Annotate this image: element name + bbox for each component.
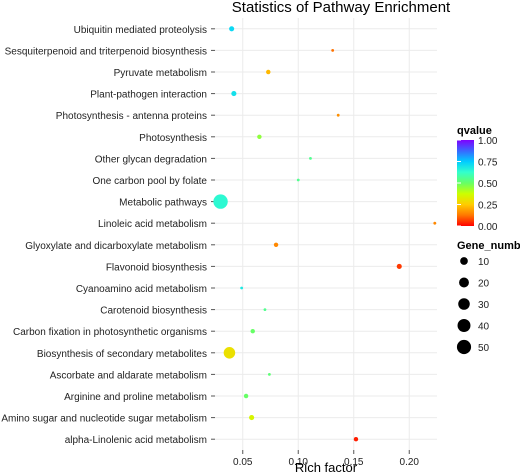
y-tick-label: Metabolic pathways [119,198,207,209]
data-point [257,134,262,140]
gene-number-legend-dot [457,319,471,332]
y-tick-label: Photosynthesis [139,133,207,144]
y-tick-label: One carbon pool by folate [92,176,207,187]
data-point [263,308,267,311]
x-tick-label: 0.05 [233,457,253,468]
y-tick-label: Amino sugar and nucleotide sugar metabol… [1,414,207,425]
gene-number-legend-dot [460,257,468,265]
data-points [213,26,437,442]
y-tick-label: Carotenoid biosynthesis [100,306,207,317]
data-point [353,436,359,442]
y-tick-label: Cyanoamino acid metabolism [76,284,207,295]
gene-number-legend-label: 20 [478,279,490,290]
qvalue-legend-title: qvalue [457,125,492,137]
chart-title: Statistics of Pathway Enrichment [232,0,451,16]
data-point [249,415,255,421]
y-tick-label: Sesquiterpenoid and triterpenoid biosynt… [5,46,207,57]
y-tick-label: Flavonoid biosynthesis [106,262,207,273]
y-axis-labels: Ubiquitin mediated proteolysis Sesquiterp… [1,25,215,446]
y-tick-label: Other glycan degradation [95,154,207,165]
qvalue-colorbar [457,140,474,226]
data-point [309,157,312,160]
gene-number-legend-label: 10 [478,257,490,268]
data-point [273,242,279,248]
y-tick-label: Biosynthesis of secondary metabolites [37,349,207,360]
qvalue-tick-label: 0.25 [478,201,498,212]
data-point [266,69,271,75]
gene-number-legend-label: 30 [478,300,490,311]
y-tick-label: Carbon fixation in photosynthetic organi… [13,327,207,338]
data-point [433,221,437,225]
y-tick-label: Ubiquitin mediated proteolysis [74,25,207,36]
y-tick-label: Plant-pathogen interaction [90,90,207,101]
gene-number-legend-dot [459,277,469,288]
data-point [396,263,402,269]
data-point [331,49,335,52]
y-tick-label: Glyoxylate and dicarboxylate metabolism [25,241,207,252]
plot-panel [215,18,437,450]
qvalue-tick-label: 0.75 [478,158,498,169]
y-tick-label: alpha-Linolenic acid metabolism [65,435,207,446]
y-tick-label: Linoleic acid metabolism [98,219,207,230]
y-tick-label: Arginine and proline metabolism [64,392,207,403]
x-axis-title: Rich factor [295,460,358,475]
qvalue-legend: qvalue 1.00 0.75 0.50 0.25 0.00 [457,125,498,233]
gene-number-legend-title: Gene_number [457,240,520,252]
gene-number-legend: Gene_number 10 20 30 40 50 [456,240,520,355]
gene-number-legend-dot [458,298,470,310]
qvalue-tick-label: 1.00 [478,136,498,147]
x-tick-label: 0.15 [344,457,364,468]
gene-number-legend-dot [456,339,472,355]
data-point [267,373,271,376]
data-point [243,393,249,399]
data-point [250,328,255,334]
data-point [336,113,340,117]
y-tick-label: Pyruvate metabolism [114,68,207,79]
y-tick-label: Photosynthesis - antenna proteins [56,111,207,122]
data-point [240,286,244,290]
x-tick-label: 0.10 [289,457,309,468]
qvalue-tick-label: 0.50 [478,179,498,190]
data-point [231,91,237,97]
qvalue-tick-label: 0.00 [478,222,498,233]
x-tick-label: 0.20 [400,457,420,468]
data-point [296,178,300,182]
data-point [213,194,228,209]
y-tick-label: Ascorbate and aldarate metabolism [50,370,207,381]
gene-number-legend-label: 40 [478,322,490,333]
gene-number-legend-label: 50 [478,343,490,354]
data-point [223,347,236,359]
x-axis-ticks: 0.05 0.10 0.15 0.20 [233,450,419,468]
grid-lines [215,18,437,450]
data-point [229,26,235,32]
